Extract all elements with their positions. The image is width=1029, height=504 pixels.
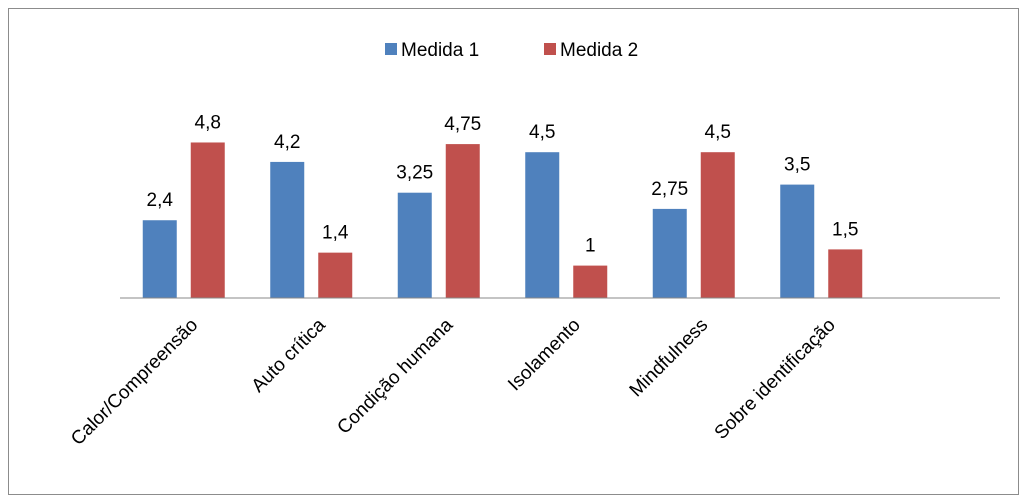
x-tick-label-0: Calor/Compreensão <box>67 315 202 450</box>
data-label-2-5: 1,5 <box>832 219 858 240</box>
data-label-1-3: 4,5 <box>529 122 555 143</box>
bar-2-5 <box>828 249 863 298</box>
bar-1-2 <box>397 192 432 298</box>
legend-label-2: Medida 2 <box>560 40 638 61</box>
bar-2-3 <box>573 265 608 298</box>
legend-swatch-2 <box>544 43 556 55</box>
legend-label-1: Medida 1 <box>401 40 479 61</box>
bar-1-3 <box>525 152 560 298</box>
bar-2-4 <box>700 152 735 298</box>
legend: Medida 1 Medida 2 <box>385 40 638 61</box>
bar-1-5 <box>780 184 815 298</box>
bar-2-2 <box>445 144 480 298</box>
bar-1-1 <box>270 161 305 298</box>
data-label-1-0: 2,4 <box>147 190 174 211</box>
bar-2-0 <box>190 142 225 298</box>
data-label-2-0: 4,8 <box>195 112 221 133</box>
bar-1-4 <box>652 208 687 298</box>
data-labels: 2,4 4,8 4,2 1,4 3,25 4,75 4,5 1 2,75 4,5 3,5 1,5 <box>147 112 859 256</box>
data-label-2-1: 1,4 <box>322 223 349 244</box>
data-label-2-3: 1 <box>585 236 596 257</box>
data-label-1-1: 4,2 <box>274 132 300 153</box>
x-tick-label-1: Auto crítica <box>248 314 330 396</box>
x-tick-label-4: Mindfulness <box>626 315 713 402</box>
x-tick-label-2: Condição humana <box>333 314 457 438</box>
x-tick-label-5: Sobre identificação <box>711 315 840 444</box>
bar-2-1 <box>318 252 353 298</box>
data-label-1-5: 3,5 <box>784 155 810 176</box>
x-tick-label-3: Isolamento <box>504 315 585 396</box>
legend-swatch-1 <box>385 43 397 55</box>
bars <box>142 142 863 298</box>
data-label-1-2: 3,25 <box>396 163 433 184</box>
data-label-2-4: 4,5 <box>705 122 731 143</box>
bar-1-0 <box>142 220 177 298</box>
data-label-1-4: 2,75 <box>651 179 688 200</box>
data-label-2-2: 4,75 <box>444 114 481 135</box>
x-tick-labels: Calor/Compreensão Auto crítica Condição hu… <box>67 314 840 449</box>
